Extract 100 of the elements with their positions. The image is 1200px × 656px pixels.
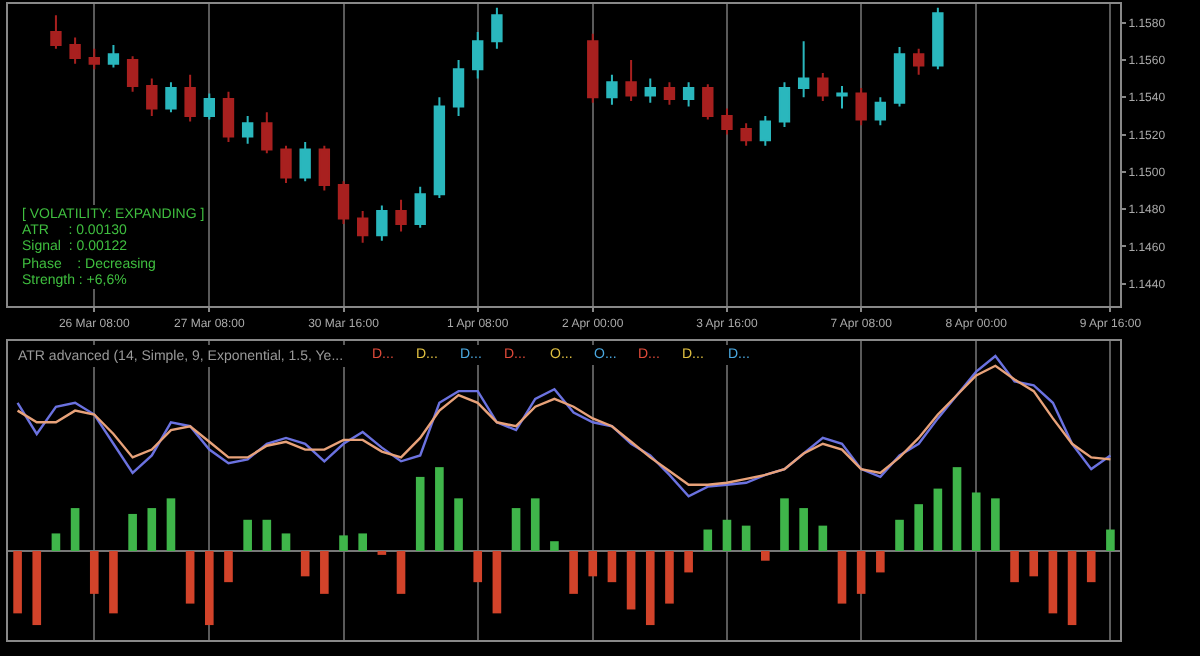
bar bbox=[665, 550, 674, 604]
candlestick bbox=[663, 81, 676, 106]
bar bbox=[205, 550, 214, 626]
candlestick bbox=[126, 55, 139, 93]
bar bbox=[473, 550, 483, 583]
bar bbox=[569, 550, 578, 594]
bar bbox=[856, 550, 866, 594]
bar bbox=[492, 550, 502, 614]
bar bbox=[971, 492, 981, 551]
candlestick bbox=[797, 40, 810, 99]
bar bbox=[281, 533, 291, 551]
candlestick bbox=[299, 141, 311, 183]
bar bbox=[550, 541, 559, 551]
candlestick bbox=[682, 81, 695, 108]
bar bbox=[952, 467, 962, 551]
bar bbox=[895, 519, 904, 551]
candlestick bbox=[222, 90, 235, 143]
bar bbox=[876, 550, 885, 573]
bar bbox=[1010, 550, 1019, 583]
bar bbox=[454, 498, 463, 551]
bar bbox=[70, 508, 80, 551]
candlestick bbox=[893, 45, 906, 108]
candlestick bbox=[433, 96, 446, 199]
bar bbox=[13, 550, 22, 614]
candlestick bbox=[69, 36, 81, 65]
bar bbox=[511, 508, 521, 551]
candlestick bbox=[855, 86, 867, 127]
bar bbox=[109, 550, 118, 614]
candlestick bbox=[932, 6, 944, 71]
candlestick bbox=[913, 47, 925, 76]
candlestick bbox=[759, 114, 771, 147]
candlestick bbox=[146, 77, 158, 117]
candlestick bbox=[491, 6, 503, 50]
bar bbox=[1029, 550, 1039, 577]
bar bbox=[914, 504, 923, 551]
bar bbox=[818, 525, 828, 551]
candlestick bbox=[395, 198, 407, 233]
bar bbox=[300, 550, 310, 577]
candlestick bbox=[357, 210, 369, 244]
candlestick bbox=[874, 96, 887, 127]
candlestick bbox=[165, 81, 177, 114]
bar bbox=[588, 550, 598, 577]
bar bbox=[243, 519, 252, 551]
bar bbox=[530, 498, 540, 551]
bar bbox=[741, 525, 751, 551]
candlestick bbox=[50, 14, 62, 50]
candlestick bbox=[817, 72, 829, 102]
bar bbox=[435, 467, 444, 551]
candlestick bbox=[280, 144, 292, 185]
bar bbox=[358, 533, 367, 551]
bar bbox=[626, 550, 636, 610]
candlestick bbox=[261, 111, 273, 155]
candlestick bbox=[625, 58, 637, 102]
bar bbox=[128, 513, 137, 551]
bar bbox=[722, 519, 732, 551]
candlestick bbox=[241, 114, 254, 145]
candlestick bbox=[107, 44, 120, 69]
bar bbox=[933, 488, 943, 551]
candlestick bbox=[376, 204, 388, 242]
candlestick bbox=[606, 73, 618, 106]
bar bbox=[224, 550, 233, 583]
candlestick bbox=[702, 83, 714, 121]
bar bbox=[1086, 550, 1096, 583]
bar bbox=[703, 529, 713, 551]
candlestick bbox=[740, 122, 752, 147]
candlestick bbox=[644, 77, 656, 104]
candlestick bbox=[184, 73, 196, 123]
candlestick bbox=[203, 92, 215, 121]
bar bbox=[780, 498, 789, 551]
bar bbox=[32, 550, 42, 626]
bar bbox=[185, 550, 195, 604]
bar bbox=[607, 550, 617, 583]
bar bbox=[1048, 550, 1058, 614]
candlestick bbox=[452, 58, 465, 117]
bar bbox=[1106, 529, 1115, 551]
bar bbox=[645, 550, 655, 626]
bar bbox=[320, 550, 329, 594]
bar bbox=[799, 508, 808, 551]
candlestick bbox=[721, 107, 733, 136]
candlestick bbox=[472, 30, 484, 80]
bar bbox=[415, 476, 425, 551]
bar bbox=[396, 550, 406, 594]
bar bbox=[991, 498, 1000, 551]
bar bbox=[89, 550, 99, 594]
bar bbox=[147, 508, 157, 551]
bar bbox=[684, 550, 693, 573]
candlestick bbox=[587, 32, 599, 104]
bar bbox=[1067, 550, 1077, 626]
bar bbox=[262, 519, 272, 551]
bar bbox=[166, 498, 176, 551]
bar bbox=[761, 550, 770, 561]
candlestick bbox=[318, 144, 331, 192]
bar bbox=[339, 535, 348, 551]
candlestick bbox=[836, 85, 848, 110]
candlestick bbox=[337, 180, 350, 226]
candlestick bbox=[778, 81, 791, 129]
candlestick bbox=[414, 185, 426, 229]
bar bbox=[51, 533, 61, 551]
candlestick bbox=[88, 47, 100, 71]
bar bbox=[837, 550, 847, 604]
